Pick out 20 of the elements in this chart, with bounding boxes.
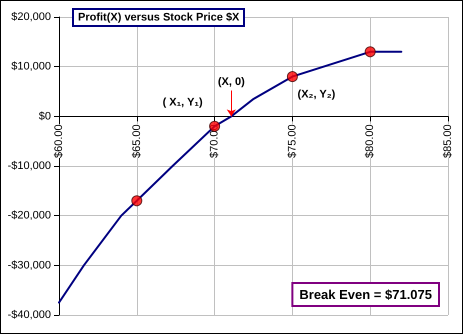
y-tick-label: $10,000 xyxy=(11,60,51,73)
y-tick-label: -$30,000 xyxy=(8,259,51,272)
y-tick-label: $0 xyxy=(38,110,51,122)
annotation: (X, 0) xyxy=(218,76,246,88)
x-tick-label: $65.00 xyxy=(130,124,143,158)
chart-title: Profit(X) versus Stock Price $X xyxy=(78,12,240,24)
annotation: (X₂, Y₂) xyxy=(298,88,336,101)
point xyxy=(364,46,376,58)
annotation: ( X₁, Y₁) xyxy=(162,96,203,108)
x-tick-label: $80.00 xyxy=(364,124,376,158)
x-tick-label: $75.00 xyxy=(286,124,298,158)
y-tick-label: -$10,000 xyxy=(8,160,51,172)
x-tick-label: $85.00 xyxy=(442,124,454,158)
point xyxy=(131,195,142,206)
y-tick-label: $20,000 xyxy=(11,11,51,23)
point xyxy=(286,71,298,82)
x-tick-label: $60.00 xyxy=(53,124,65,158)
y-tick-label: -$20,000 xyxy=(8,210,51,222)
annotation: Break Even = $71.075 xyxy=(299,287,432,302)
y-tick-label: -$40,000 xyxy=(8,309,51,321)
